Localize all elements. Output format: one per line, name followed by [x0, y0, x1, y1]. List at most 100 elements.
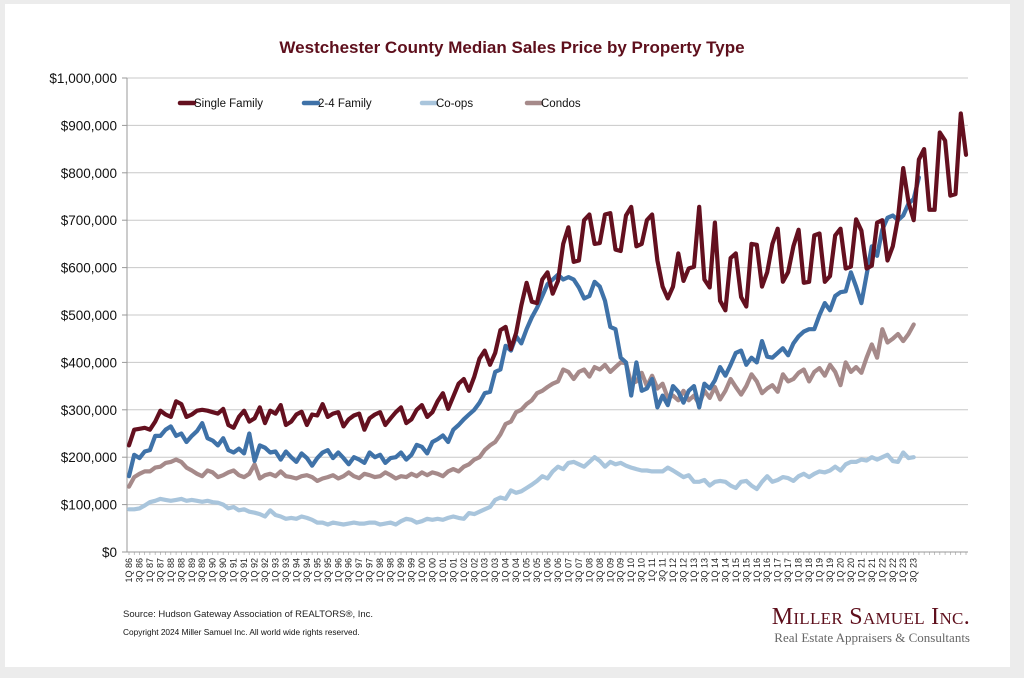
x-tick-label: 3Q 19 — [825, 558, 835, 583]
series-line-co-ops — [126, 450, 916, 527]
x-tick-label: 3Q 10 — [637, 558, 647, 583]
legend-item: Single Family — [177, 98, 263, 110]
y-tick-label: $700,000 — [61, 213, 117, 228]
x-tick-label: 3Q 09 — [616, 558, 626, 583]
x-tick-label: 1Q 92 — [250, 558, 260, 583]
company-logo: Miller Samuel Inc. Real Estate Appraiser… — [770, 604, 970, 646]
gridlines — [127, 77, 968, 506]
x-tick-label: 3Q 16 — [762, 558, 772, 583]
copyright-note: Copyright 2024 Miller Samuel Inc. All wo… — [123, 627, 360, 637]
x-tick-label: 3Q 92 — [260, 558, 270, 583]
x-tick-label: 1Q 04 — [501, 558, 511, 583]
source-note: Source: Hudson Gateway Association of RE… — [123, 609, 374, 620]
x-tick-label: 3Q 04 — [511, 558, 521, 583]
x-tick-label: 1Q 87 — [145, 558, 155, 583]
x-tick-label: 1Q 10 — [626, 558, 636, 583]
series-lines — [126, 111, 969, 527]
y-tick-label: $0 — [102, 545, 117, 560]
x-tick-label: 1Q 03 — [480, 558, 490, 583]
x-tick-label: 1Q 17 — [773, 558, 783, 583]
legend-label: 2-4 Family — [318, 98, 372, 110]
y-tick-label: $300,000 — [61, 403, 117, 418]
x-tick-label: 3Q 02 — [469, 558, 479, 583]
x-tick-label: 3Q 94 — [302, 558, 312, 583]
x-tick-label: 3Q 18 — [804, 558, 814, 583]
y-tick-label: $1,000,000 — [49, 71, 117, 86]
x-tick-label: 3Q 23 — [909, 558, 919, 583]
x-tick-label: 3Q 90 — [218, 558, 228, 583]
x-tick-label: 1Q 09 — [605, 558, 615, 583]
x-tick-label: 1Q 86 — [124, 558, 134, 583]
x-tick-label: 3Q 07 — [574, 558, 584, 583]
legend-item: Condos — [524, 98, 581, 110]
x-tick-label: 3Q 11 — [658, 558, 668, 582]
x-tick-label: 3Q 99 — [406, 558, 416, 583]
x-tick-label: 3Q 08 — [595, 558, 605, 583]
x-tick-label: 1Q 01 — [438, 558, 448, 583]
x-tick-label: 1Q 02 — [459, 558, 469, 583]
x-tick-label: 1Q 97 — [354, 558, 364, 583]
x-tick-label: 3Q 91 — [239, 558, 249, 583]
x-tick-label: 1Q 15 — [731, 558, 741, 583]
x-tick-label: 3Q 95 — [323, 558, 333, 583]
x-tick-label: 1Q 88 — [166, 558, 176, 583]
x-tick-label: 1Q 06 — [543, 558, 553, 583]
x-tick-label: 1Q 98 — [375, 558, 385, 583]
x-tick-label: 3Q 86 — [134, 558, 144, 583]
y-tick-label: $100,000 — [61, 498, 117, 513]
x-tick-label: 1Q 20 — [835, 558, 845, 583]
x-tick-label: 1Q 96 — [333, 558, 343, 583]
legend: Single Family 2-4 Family Co-ops Condos — [177, 98, 581, 110]
x-tick-label: 3Q 14 — [720, 558, 730, 583]
x-tick-label: 1Q 14 — [710, 558, 720, 583]
x-tick-label: 3Q 06 — [553, 558, 563, 583]
x-tick-label: 3Q 17 — [783, 558, 793, 583]
x-tick-label: 3Q 96 — [344, 558, 354, 583]
y-tick-label: $600,000 — [61, 261, 117, 276]
x-tick-label: 1Q 11 — [647, 558, 657, 582]
y-tick-label: $800,000 — [61, 166, 117, 181]
series-line-2-4-family — [126, 175, 922, 479]
x-tick-label: 1Q 93 — [270, 558, 280, 583]
x-tick-label: 1Q 22 — [877, 558, 887, 583]
legend-item: 2-4 Family — [301, 98, 372, 110]
x-tick-label: 3Q 98 — [386, 558, 396, 583]
x-tick-label: 3Q 05 — [532, 558, 542, 583]
y-axis-ticks: $0 $100,000 $200,000 $300,000 $400,000 $500,0… — [49, 71, 127, 560]
x-tick-label: 3Q 20 — [846, 558, 856, 583]
logo-tagline: Real Estate Appraisers & Consultants — [774, 630, 970, 645]
y-tick-label: $400,000 — [61, 355, 117, 370]
x-tick-label: 3Q 97 — [365, 558, 375, 583]
legend-item: Co-ops — [419, 98, 473, 110]
x-tick-label: 3Q 03 — [490, 558, 500, 583]
x-tick-label: 3Q 00 — [427, 558, 437, 583]
x-tick-label: 1Q 23 — [898, 558, 908, 583]
x-tick-label: 1Q 19 — [815, 558, 825, 583]
x-tick-label: 1Q 07 — [563, 558, 573, 583]
series-line-single-family — [126, 111, 969, 448]
x-axis-ticks: 1Q 86 3Q 86 1Q 87 3Q 87 1Q 88 3Q 88 1Q 89 3Q 89… — [124, 552, 967, 583]
x-tick-label: 1Q 13 — [689, 558, 699, 583]
x-tick-label: 3Q 89 — [197, 558, 207, 583]
x-tick-label: 3Q 12 — [679, 558, 689, 583]
series-line-condos — [126, 322, 916, 489]
x-tick-label: 1Q 00 — [417, 558, 427, 583]
legend-label: Single Family — [194, 98, 263, 110]
x-tick-label: 1Q 08 — [584, 558, 594, 583]
y-tick-label: $900,000 — [61, 118, 117, 133]
x-tick-label: 1Q 90 — [208, 558, 218, 583]
x-tick-label: 3Q 13 — [699, 558, 709, 583]
x-tick-label: 1Q 16 — [752, 558, 762, 583]
y-tick-label: $200,000 — [61, 450, 117, 465]
x-tick-label: 1Q 94 — [291, 558, 301, 583]
x-tick-label: 1Q 21 — [856, 558, 866, 583]
x-tick-label: 3Q 93 — [281, 558, 291, 583]
x-tick-label: 3Q 01 — [448, 558, 458, 583]
legend-label: Condos — [541, 98, 581, 110]
x-tick-label: 3Q 87 — [155, 558, 165, 583]
x-tick-label: 3Q 88 — [176, 558, 186, 583]
x-tick-label: 1Q 91 — [229, 558, 239, 583]
x-tick-label: 1Q 12 — [668, 558, 678, 583]
x-tick-label: 1Q 89 — [187, 558, 197, 583]
